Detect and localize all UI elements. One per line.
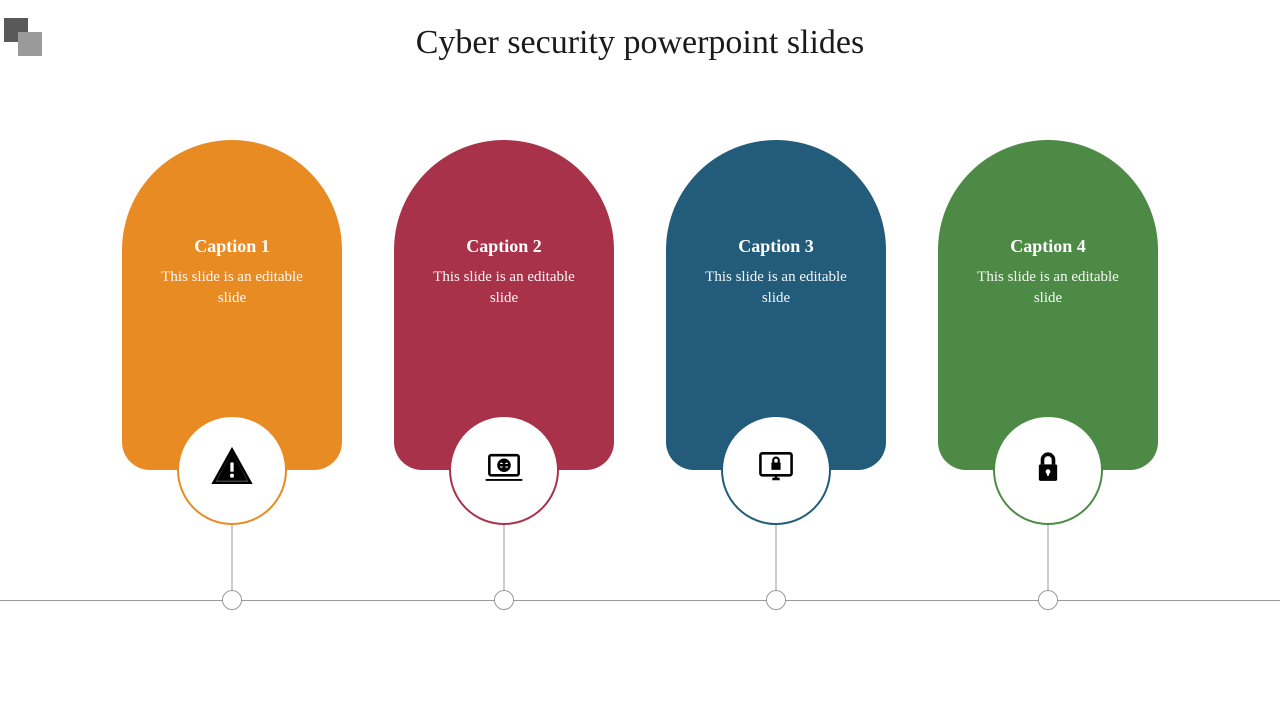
card-1-desc: This slide is an editable slide [122, 267, 342, 309]
timeline-dot-1 [222, 590, 242, 610]
timeline-line [0, 600, 1280, 601]
card-4-icon-circle [993, 415, 1103, 525]
connector-4 [1048, 525, 1049, 600]
timeline-dot-4 [1038, 590, 1058, 610]
card-1-icon-circle [177, 415, 287, 525]
card-4: Caption 4 This slide is an editable slid… [938, 140, 1158, 470]
lock-icon [1026, 446, 1070, 495]
connector-1 [232, 525, 233, 600]
card-2-caption: Caption 2 [394, 236, 614, 257]
cards-row: Caption 1 This slide is an editable slid… [0, 140, 1280, 470]
card-3: Caption 3 This slide is an editable slid… [666, 140, 886, 470]
card-3-desc: This slide is an editable slide [666, 267, 886, 309]
alert-icon [210, 446, 254, 495]
card-2-desc: This slide is an editable slide [394, 267, 614, 309]
card-3-caption: Caption 3 [666, 236, 886, 257]
timeline-dot-3 [766, 590, 786, 610]
laptop-globe-icon [482, 446, 526, 495]
card-2: Caption 2 This slide is an editable slid… [394, 140, 614, 470]
slide-title: Cyber security powerpoint slides [0, 24, 1280, 62]
card-1-caption: Caption 1 [122, 236, 342, 257]
card-2-icon-circle [449, 415, 559, 525]
connector-2 [504, 525, 505, 600]
timeline-dot-2 [494, 590, 514, 610]
connector-3 [776, 525, 777, 600]
monitor-lock-icon [754, 446, 798, 495]
card-3-icon-circle [721, 415, 831, 525]
card-4-desc: This slide is an editable slide [938, 267, 1158, 309]
card-4-caption: Caption 4 [938, 236, 1158, 257]
card-1: Caption 1 This slide is an editable slid… [122, 140, 342, 470]
